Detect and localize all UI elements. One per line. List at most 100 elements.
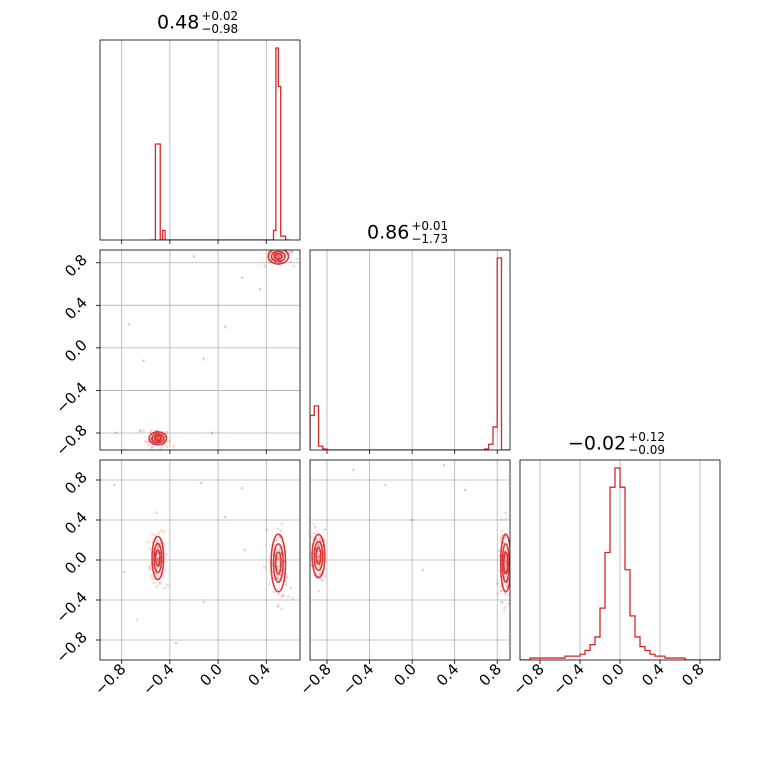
sample-point <box>500 529 504 533</box>
sample-point <box>317 574 321 578</box>
sample-point <box>276 605 280 609</box>
density-contour <box>501 542 510 583</box>
x-tick-label: 0.4 <box>433 660 463 690</box>
density-contour <box>499 533 510 593</box>
x-tick-label: −0.4 <box>139 660 177 698</box>
sample-point <box>496 581 499 585</box>
histogram-layer <box>150 47 720 660</box>
sample-point <box>496 592 500 596</box>
sample-point <box>240 486 244 490</box>
sample-point <box>500 518 503 522</box>
sample-point <box>267 246 270 249</box>
sample-point <box>165 552 168 556</box>
sample-point <box>158 582 161 586</box>
sample-point <box>163 586 167 590</box>
sample-point <box>166 583 169 587</box>
sample-point <box>267 582 271 586</box>
contours-panel-1-2 <box>148 250 290 446</box>
sample-point <box>502 609 506 612</box>
x-tick-label: −0.8 <box>296 660 334 698</box>
sample-point <box>500 589 504 592</box>
sample-point <box>464 488 467 492</box>
sample-point <box>243 548 246 552</box>
sample-point <box>149 429 153 432</box>
sample-point <box>166 440 169 444</box>
marginal-title-param-1: 0.48 +0.02 −0.98 <box>157 9 239 36</box>
density-contour <box>274 551 282 575</box>
sample-point <box>279 529 282 533</box>
x-tick-label: −0.4 <box>339 660 377 698</box>
sample-point <box>277 255 280 259</box>
sample-point <box>277 577 281 581</box>
sample-point <box>165 445 169 449</box>
sample-point <box>505 582 508 586</box>
sample-point <box>172 444 176 448</box>
sample-point <box>275 574 279 577</box>
sample-point <box>153 534 157 537</box>
sample-point <box>192 255 196 258</box>
density-contour <box>313 540 324 572</box>
sample-point <box>292 264 296 268</box>
sample-point <box>291 242 294 245</box>
sample-point <box>323 528 327 531</box>
sample-point <box>210 431 214 435</box>
x-tick-label: −0.8 <box>91 660 129 698</box>
x-tick-label: −0.4 <box>549 660 587 698</box>
density-contour <box>273 252 283 261</box>
density-contour <box>148 431 168 446</box>
density-contour <box>311 533 326 579</box>
density-contour <box>151 433 165 444</box>
sample-point <box>157 532 161 535</box>
sample-point <box>156 560 160 564</box>
density-contour <box>151 535 165 581</box>
sample-point <box>499 589 503 593</box>
x-tick-label: 0.0 <box>390 660 420 690</box>
axes-frame-layer <box>99 39 721 661</box>
scatter-panel-1-3 <box>113 481 295 645</box>
y-tick-label: −0.8 <box>52 628 90 666</box>
sample-point <box>500 600 503 604</box>
sample-point <box>156 557 160 561</box>
density-contour <box>267 250 290 265</box>
x-tick-label: 0.8 <box>678 660 708 690</box>
sample-point <box>158 581 162 585</box>
sample-point <box>272 590 276 594</box>
sample-point <box>159 528 163 532</box>
sample-point <box>145 440 149 444</box>
x-tick-label: 0.4 <box>244 660 274 690</box>
sample-point <box>317 589 321 593</box>
x-tick-label: −0.8 <box>509 660 547 698</box>
sample-point <box>506 593 510 597</box>
contours-panel-1-3 <box>151 533 287 593</box>
density-contour <box>272 542 284 583</box>
sample-point <box>135 618 139 621</box>
axes-frame <box>99 39 301 241</box>
y-tick-label: −0.4 <box>52 588 90 626</box>
sample-point <box>278 535 281 539</box>
sample-point <box>296 246 299 249</box>
sample-point <box>499 536 502 540</box>
sample-point <box>276 603 280 607</box>
sample-point <box>162 542 166 546</box>
density-contour <box>502 551 509 575</box>
scatter-panel-2-3 <box>310 463 510 612</box>
marginal-title-param-2: 0.86 +0.01 −1.73 <box>367 219 449 246</box>
scatter-layer <box>113 242 510 645</box>
histogram-param-2 <box>310 257 510 450</box>
sample-point <box>265 528 269 532</box>
sample-point <box>504 517 508 521</box>
sample-point <box>310 535 314 539</box>
sample-point <box>150 577 154 581</box>
axes-frame <box>99 249 301 451</box>
sample-point <box>312 531 316 535</box>
sample-point <box>291 250 294 254</box>
sample-point <box>507 602 510 606</box>
sample-point <box>284 583 288 587</box>
sample-point <box>122 570 126 574</box>
sample-point <box>442 463 446 467</box>
sample-point <box>352 468 355 472</box>
y-tick-label: 0.0 <box>61 336 91 366</box>
y-tick-label: 0.8 <box>61 251 91 281</box>
sample-point <box>321 578 325 582</box>
sample-point <box>276 253 280 257</box>
